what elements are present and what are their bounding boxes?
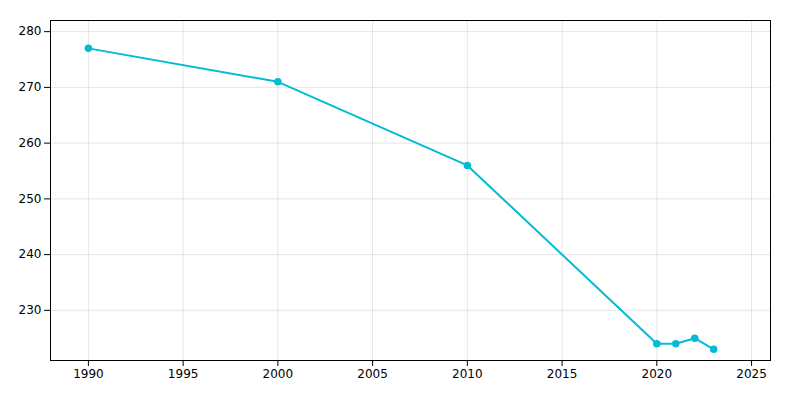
svg-text:2015: 2015	[547, 367, 578, 381]
svg-text:2025: 2025	[736, 367, 767, 381]
svg-text:1990: 1990	[73, 367, 104, 381]
svg-text:230: 230	[19, 303, 42, 317]
svg-text:270: 270	[19, 80, 42, 94]
svg-text:260: 260	[19, 136, 42, 150]
svg-text:240: 240	[19, 247, 42, 261]
svg-text:2000: 2000	[263, 367, 294, 381]
svg-text:280: 280	[19, 24, 42, 38]
svg-text:250: 250	[19, 192, 42, 206]
svg-text:2020: 2020	[642, 367, 673, 381]
svg-text:1995: 1995	[168, 367, 199, 381]
svg-text:2010: 2010	[452, 367, 483, 381]
svg-text:2005: 2005	[357, 367, 388, 381]
